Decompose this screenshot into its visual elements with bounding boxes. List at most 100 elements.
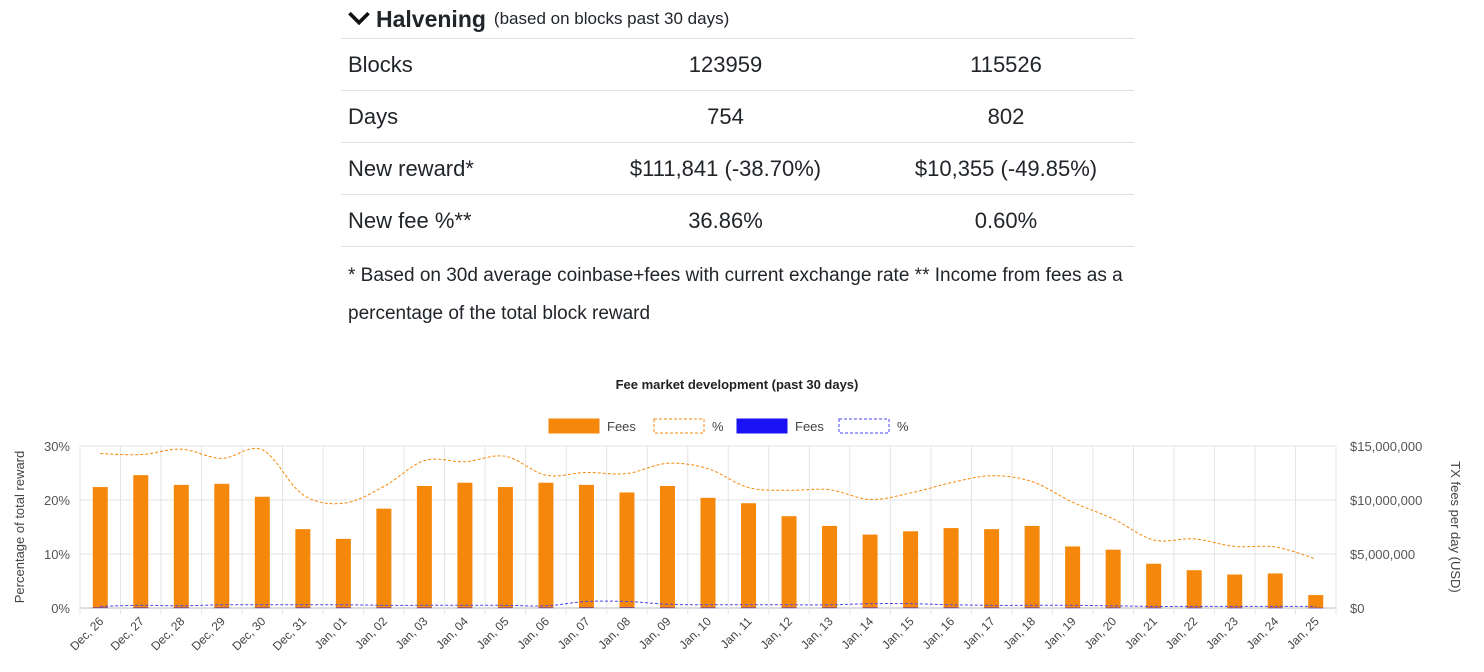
fee-bar-orange [254, 496, 270, 608]
x-tick-label: Jan, 12 [757, 614, 795, 652]
halvening-header[interactable]: Halvening (based on blocks past 30 days) [341, 0, 1134, 39]
fee-bar-blue [822, 607, 838, 609]
row-value: $111,841 (-38.70%) [573, 142, 878, 195]
x-tick-label: Jan, 25 [1284, 614, 1322, 652]
left-tick-label: 30% [44, 439, 70, 454]
fee-bar-orange [741, 503, 757, 608]
fee-bar-orange [984, 529, 1000, 608]
x-tick-label: Jan, 03 [393, 614, 431, 652]
fee-bar-orange [1065, 546, 1081, 608]
fee-bar-orange [214, 483, 230, 608]
fee-bar-orange [497, 487, 513, 608]
halvening-section: Halvening (based on blocks past 30 days)… [341, 0, 1134, 333]
x-tick-label: Dec, 29 [189, 614, 228, 653]
x-tick-label: Jan, 10 [676, 614, 714, 652]
fee-bar-orange [1267, 573, 1283, 608]
right-tick-label: $0 [1350, 601, 1364, 616]
table-row: Days 754 802 [341, 90, 1134, 143]
fee-bar-orange [822, 525, 838, 608]
halvening-footnote: * Based on 30d average coinbase+fees wit… [348, 265, 1123, 324]
x-tick-label: Jan, 24 [1244, 614, 1282, 652]
halvening-table: Blocks 123959 115526 Days 754 802 New re… [341, 39, 1134, 247]
fee-bar-blue [1065, 607, 1081, 609]
legend-swatch [838, 418, 890, 434]
fee-bar-orange [295, 529, 311, 608]
x-tick-label: Dec, 26 [67, 614, 106, 653]
fee-bar-blue [700, 607, 716, 609]
fee-bar-orange [862, 534, 878, 608]
fee-bar-orange [376, 508, 392, 608]
fee-bar-blue [416, 607, 432, 609]
x-tick-label: Jan, 20 [1082, 614, 1120, 652]
fee-bar-blue [1105, 607, 1121, 609]
x-tick-label: Dec, 31 [270, 614, 309, 653]
fee-bar-blue [254, 607, 270, 609]
chevron-down-icon[interactable] [348, 8, 370, 30]
row-value: 36.86% [573, 194, 878, 247]
row-value: 0.60% [878, 194, 1134, 247]
fee-bar-blue [173, 607, 189, 609]
fee-bar-orange [335, 538, 351, 608]
legend-label: Fees [795, 419, 824, 434]
fee-bar-blue [903, 607, 919, 609]
fee-bar-orange [1146, 563, 1162, 608]
fee-bar-orange [1308, 595, 1324, 608]
fee-bar-blue [1186, 607, 1202, 609]
x-tick-label: Jan, 01 [312, 614, 350, 652]
fee-bar-blue [781, 607, 797, 609]
legend-label: % [897, 419, 909, 434]
row-label: Blocks [341, 39, 573, 91]
table-row: New fee %** 36.86% 0.60% [341, 194, 1134, 247]
fee-bar-blue [214, 607, 230, 609]
right-tick-label: $10,000,000 [1350, 493, 1422, 508]
right-axis-title: TX fees per day (USD) [1448, 461, 1463, 593]
fee-bar-blue [335, 607, 351, 609]
row-value: 123959 [573, 39, 878, 91]
chart-title: Fee market development (past 30 days) [616, 377, 859, 392]
fee-bar-blue [1146, 607, 1162, 609]
row-label: Days [341, 90, 573, 143]
fee-bar-blue [92, 607, 108, 609]
x-tick-label: Jan, 14 [838, 614, 876, 652]
fee-bar-blue [659, 607, 675, 609]
fee-bar-blue [619, 607, 635, 609]
fee-bar-blue [295, 607, 311, 609]
legend-swatch [548, 418, 600, 434]
fee-bar-orange [173, 484, 189, 608]
fee-bar-blue [497, 607, 513, 609]
fee-bar-orange [538, 482, 554, 608]
row-label: New fee %** [341, 194, 573, 247]
x-tick-label: Jan, 07 [555, 614, 593, 652]
x-tick-label: Jan, 11 [718, 614, 755, 651]
fee-bar-orange [1105, 549, 1121, 608]
x-tick-label: Jan, 08 [595, 614, 633, 652]
legend-label: Fees [607, 419, 636, 434]
left-tick-label: 20% [44, 493, 70, 508]
x-tick-label: Dec, 28 [148, 614, 187, 653]
row-value: 754 [573, 90, 878, 143]
fee-bar-blue [538, 607, 554, 609]
fee-bar-orange [92, 487, 108, 608]
row-value: $10,355 (-49.85%) [878, 142, 1134, 195]
row-label: New reward* [341, 142, 573, 195]
fee-bar-orange [416, 485, 432, 608]
halvening-subtitle: (based on blocks past 30 days) [493, 9, 730, 28]
fee-bar-blue [1024, 607, 1040, 609]
fee-bar-blue [741, 607, 757, 609]
fee-bar-blue [376, 607, 392, 609]
fee-bar-blue [943, 607, 959, 609]
legend-label: % [712, 419, 724, 434]
table-row: Blocks 123959 115526 [341, 39, 1134, 91]
right-tick-label: $15,000,000 [1350, 439, 1422, 454]
x-tick-label: Jan, 02 [352, 614, 390, 652]
row-value: 115526 [878, 39, 1134, 91]
fee-bar-blue [578, 607, 594, 609]
fee-bar-orange [659, 485, 675, 608]
fee-bar-blue [1227, 607, 1243, 609]
fee-bar-orange [943, 528, 959, 608]
fee-bar-orange [1186, 570, 1202, 608]
left-tick-label: 0% [51, 601, 70, 616]
fee-bar-orange [903, 531, 919, 608]
fee-market-chart: Fee market development (past 30 days) Fee… [12, 377, 1463, 653]
x-tick-label: Dec, 27 [108, 614, 147, 653]
